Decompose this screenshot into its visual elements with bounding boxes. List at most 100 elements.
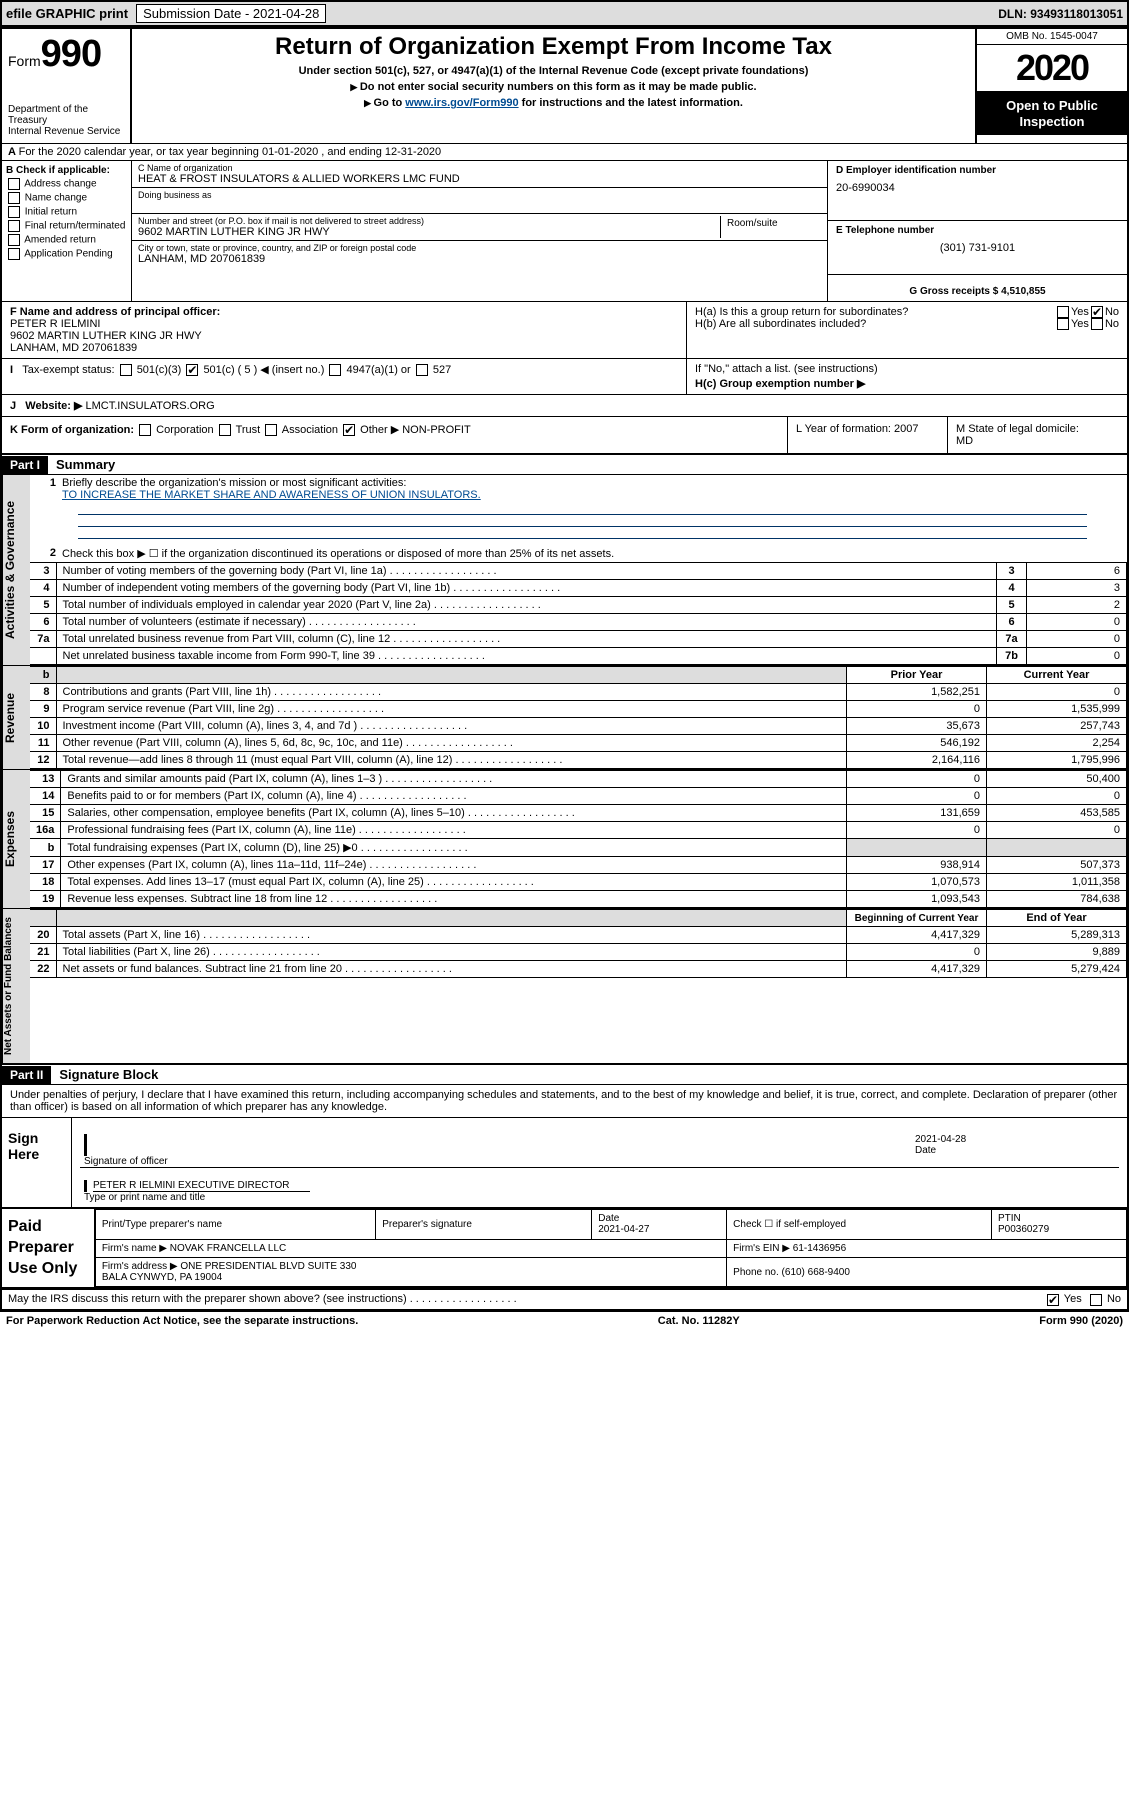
col-d-g: D Employer identification number 20-6990… bbox=[827, 161, 1127, 301]
opt-501c: 501(c) ( 5 ) ◀ (insert no.) bbox=[203, 364, 324, 376]
chk-501c3[interactable] bbox=[120, 364, 132, 376]
sign-here-label: Sign Here bbox=[2, 1118, 72, 1207]
room-suite-label: Room/suite bbox=[721, 216, 821, 238]
line-num: 9 bbox=[30, 701, 56, 718]
chk-final-return[interactable]: Final return/terminated bbox=[6, 220, 127, 232]
section-j: J Website: ▶ LMCT.INSULATORS.ORG bbox=[2, 394, 1127, 416]
line-text: Total liabilities (Part X, line 26) bbox=[56, 944, 847, 961]
discuss-yes-chk[interactable] bbox=[1047, 1294, 1059, 1306]
opt-4947: 4947(a)(1) or bbox=[347, 364, 411, 376]
submission-date: Submission Date - 2021-04-28 bbox=[136, 4, 326, 23]
line-text: Investment income (Part VIII, column (A)… bbox=[56, 718, 847, 735]
firm-phone: Phone no. (610) 668-9400 bbox=[727, 1257, 1127, 1287]
line-text: Net unrelated business taxable income fr… bbox=[56, 648, 997, 665]
line-box: 3 bbox=[997, 563, 1027, 580]
hb-label: H(b) Are all subordinates included? bbox=[695, 318, 1055, 330]
mission-text: TO INCREASE THE MARKET SHARE AND AWARENE… bbox=[62, 489, 481, 501]
line-num: 12 bbox=[30, 752, 56, 769]
begin-year-hdr: Beginning of Current Year bbox=[847, 910, 987, 927]
current-year-val: 257,743 bbox=[987, 718, 1127, 735]
form-990-container: Form990 Department of the Treasury Inter… bbox=[0, 27, 1129, 1311]
sig-date: 2021-04-28 bbox=[915, 1134, 1115, 1145]
expenses-table: 13 Grants and similar amounts paid (Part… bbox=[30, 770, 1127, 908]
prior-year-hdr: Prior Year bbox=[847, 667, 987, 684]
opt-assoc: Association bbox=[282, 424, 338, 436]
sidebar-net-assets: Net Assets or Fund Balances bbox=[2, 909, 30, 1063]
ein-value: 20-6990034 bbox=[836, 182, 1119, 194]
hb-note-row: If "No," attach a list. (see instruction… bbox=[687, 359, 1127, 394]
irs-link[interactable]: www.irs.gov/Form990 bbox=[405, 97, 518, 109]
line-num: 17 bbox=[30, 857, 61, 874]
line-box: 5 bbox=[997, 597, 1027, 614]
tax-exempt-label: Tax-exempt status: bbox=[22, 364, 114, 376]
prior-year-val: 4,417,329 bbox=[847, 927, 987, 944]
firm-address: Firm's address ▶ ONE PRESIDENTIAL BLVD S… bbox=[95, 1257, 726, 1287]
k-label: K Form of organization: bbox=[10, 424, 134, 436]
line-text: Other revenue (Part VIII, column (A), li… bbox=[56, 735, 847, 752]
chk-address-change[interactable]: Address change bbox=[6, 178, 127, 190]
line-text: Other expenses (Part IX, column (A), lin… bbox=[61, 857, 847, 874]
hb-yes: Yes bbox=[1071, 318, 1089, 330]
footer-line: For Paperwork Reduction Act Notice, see … bbox=[0, 1311, 1129, 1330]
chk-app-pending[interactable]: Application Pending bbox=[6, 248, 127, 260]
form-subtitle: Under section 501(c), 527, or 4947(a)(1)… bbox=[140, 65, 967, 77]
ha-label: H(a) Is this a group return for subordin… bbox=[695, 306, 1055, 318]
line-val: 2 bbox=[1027, 597, 1127, 614]
hb-no-chk[interactable] bbox=[1091, 318, 1103, 330]
sidebar-activities-governance: Activities & Governance bbox=[2, 475, 30, 665]
chk-trust[interactable] bbox=[219, 424, 231, 436]
line-num: 20 bbox=[30, 927, 56, 944]
discuss-text: May the IRS discuss this return with the… bbox=[8, 1293, 517, 1305]
chk-initial-return[interactable]: Initial return bbox=[6, 206, 127, 218]
line-val: 0 bbox=[1027, 648, 1127, 665]
activities-governance-body: 1 Briefly describe the organization's mi… bbox=[30, 475, 1127, 665]
efile-label[interactable]: efile GRAPHIC print bbox=[6, 6, 128, 21]
line-num: 18 bbox=[30, 874, 61, 891]
sidebar-revenue: Revenue bbox=[2, 666, 30, 769]
section-k: K Form of organization: Corporation Trus… bbox=[2, 417, 787, 453]
rev-hdr-b: b bbox=[30, 667, 56, 684]
opt-527: 527 bbox=[433, 364, 451, 376]
cal-year-text: For the 2020 calendar year, or tax year … bbox=[19, 146, 442, 158]
chk-other[interactable] bbox=[343, 424, 355, 436]
hb-yes-chk[interactable] bbox=[1057, 318, 1069, 330]
chk-527[interactable] bbox=[416, 364, 428, 376]
discuss-no-chk[interactable] bbox=[1090, 1294, 1102, 1306]
chk-corp[interactable] bbox=[139, 424, 151, 436]
current-year-val: 50,400 bbox=[987, 771, 1127, 788]
gov-line: 7a Total unrelated business revenue from… bbox=[30, 631, 1127, 648]
hc-label: H(c) Group exemption number ▶ bbox=[695, 377, 1119, 390]
blank-line-3 bbox=[78, 527, 1087, 539]
fin-line: 16a Professional fundraising fees (Part … bbox=[30, 822, 1127, 839]
line-text: Contributions and grants (Part VIII, lin… bbox=[56, 684, 847, 701]
fin-line: 14 Benefits paid to or for members (Part… bbox=[30, 788, 1127, 805]
line-val: 6 bbox=[1027, 563, 1127, 580]
chk-amended[interactable]: Amended return bbox=[6, 234, 127, 246]
current-year-val: 5,279,424 bbox=[987, 961, 1127, 978]
fin-line: 21 Total liabilities (Part X, line 26) 0… bbox=[30, 944, 1127, 961]
fin-line: 19 Revenue less expenses. Subtract line … bbox=[30, 891, 1127, 908]
opt-trust: Trust bbox=[236, 424, 261, 436]
prep-name-label: Print/Type preparer's name bbox=[95, 1210, 375, 1240]
prior-year-val: 131,659 bbox=[847, 805, 987, 822]
current-year-val: 1,535,999 bbox=[987, 701, 1127, 718]
sig-officer-label: Signature of officer bbox=[84, 1156, 168, 1167]
chk-501c[interactable] bbox=[186, 364, 198, 376]
revenue-table: b Prior Year Current Year 8 Contribution… bbox=[30, 666, 1127, 769]
ha-no-chk[interactable] bbox=[1091, 306, 1103, 318]
line-num: 21 bbox=[30, 944, 56, 961]
ha-yes-chk[interactable] bbox=[1057, 306, 1069, 318]
line-a-cal-year: A For the 2020 calendar year, or tax yea… bbox=[2, 143, 1127, 160]
discuss-row: May the IRS discuss this return with the… bbox=[2, 1289, 1127, 1308]
goto-post: for instructions and the latest informat… bbox=[519, 97, 743, 109]
line-box: 7a bbox=[997, 631, 1027, 648]
sig-date-label: Date bbox=[915, 1145, 936, 1156]
line-num: 5 bbox=[30, 597, 56, 614]
col-c-org-info: C Name of organization HEAT & FROST INSU… bbox=[132, 161, 827, 301]
website-label: Website: ▶ bbox=[25, 400, 82, 412]
rev-hdr-blank bbox=[56, 667, 847, 684]
chk-assoc[interactable] bbox=[265, 424, 277, 436]
perjury-statement: Under penalties of perjury, I declare th… bbox=[2, 1084, 1127, 1117]
chk-4947[interactable] bbox=[329, 364, 341, 376]
chk-name-change[interactable]: Name change bbox=[6, 192, 127, 204]
